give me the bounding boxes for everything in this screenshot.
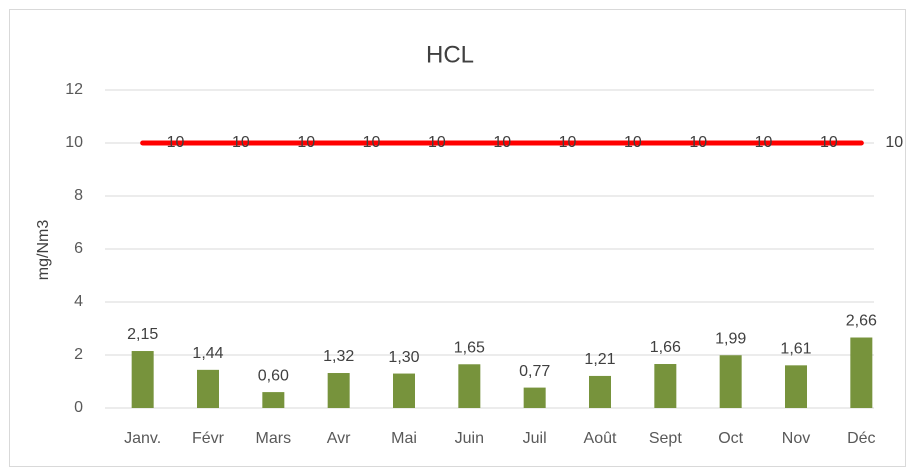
bar [458, 364, 481, 408]
data-label: 1,65 [454, 339, 485, 356]
data-label: 1,99 [715, 330, 746, 347]
data-label: 1,21 [584, 351, 615, 368]
x-tick-label: Févr [192, 430, 225, 447]
data-label: 0,60 [258, 367, 289, 384]
x-tick-label: Juil [523, 430, 547, 447]
data-label: 10 [428, 134, 446, 151]
bar [850, 337, 873, 408]
x-tick-label: Mai [391, 430, 417, 447]
x-tick-label: Août [584, 430, 617, 447]
data-label: 10 [559, 134, 577, 151]
y-tick-label: 4 [74, 293, 83, 310]
data-label: 10 [297, 134, 315, 151]
data-label: 10 [232, 134, 250, 151]
data-label: 1,44 [192, 345, 223, 362]
y-tick-label: 0 [74, 399, 83, 416]
data-label: 2,66 [846, 313, 877, 330]
data-label: 0,77 [519, 363, 550, 380]
y-tick-label: 12 [65, 81, 83, 98]
bar [785, 365, 807, 408]
data-label: 10 [689, 134, 707, 151]
data-label: 2,15 [127, 326, 158, 343]
data-label: 10 [820, 134, 838, 151]
bar [262, 392, 285, 408]
x-tick-label: Déc [847, 430, 875, 447]
x-tick-label: Nov [782, 430, 810, 447]
y-tick-label: 10 [65, 134, 83, 151]
data-label: 1,66 [650, 339, 681, 356]
data-label: 10 [624, 134, 642, 151]
bar [719, 355, 742, 408]
x-tick-label: Juin [455, 430, 484, 447]
bar [197, 369, 219, 408]
data-label: 1,30 [388, 349, 419, 366]
data-label: 10 [363, 134, 381, 151]
y-axis-label: mg/Nm3 [35, 220, 52, 281]
bar [131, 351, 154, 408]
x-tick-label: Oct [718, 430, 743, 447]
chart-title: HCL [426, 41, 474, 68]
x-tick-label: Janv. [124, 430, 161, 447]
data-label: 10 [755, 134, 773, 151]
x-tick-label: Avr [327, 430, 351, 447]
y-tick-label: 2 [74, 346, 83, 363]
y-tick-label: 8 [74, 187, 83, 204]
x-tick-label: Mars [256, 430, 292, 447]
chart-border [9, 9, 906, 467]
x-tick-label: Sept [649, 430, 682, 447]
data-label: 10 [493, 134, 511, 151]
data-label: 10 [885, 134, 903, 151]
data-label: 10 [167, 134, 185, 151]
bar [393, 373, 415, 408]
y-tick-label: 6 [74, 240, 83, 257]
bar [589, 375, 611, 408]
bar [654, 364, 677, 408]
data-label: 1,32 [323, 348, 354, 365]
data-label: 1,61 [780, 341, 811, 358]
bar [327, 373, 350, 408]
bar [523, 387, 546, 408]
